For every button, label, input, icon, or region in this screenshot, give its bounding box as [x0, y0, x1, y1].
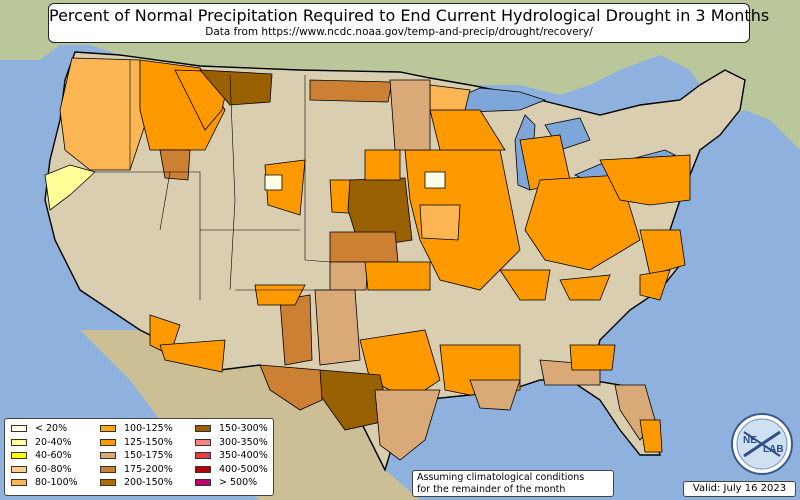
- legend-label: 200-150%: [124, 477, 173, 489]
- legend-swatch: [100, 438, 116, 446]
- legend-label: 80-100%: [35, 477, 78, 489]
- legend-item: 150-300%: [195, 422, 268, 436]
- legend-label: 150-175%: [124, 450, 173, 462]
- legend-item: > 500%: [195, 476, 268, 490]
- legend-label: 60-80%: [35, 463, 72, 475]
- legend-swatch: [195, 452, 211, 460]
- legend-swatch: [195, 425, 211, 433]
- legend-item: 200-150%: [100, 476, 173, 490]
- legend-label: 400-500%: [219, 463, 268, 475]
- legend-label: < 20%: [35, 423, 68, 435]
- state-borders: [95, 60, 331, 300]
- legend-swatch: [195, 479, 211, 487]
- note-line-2: for the remainder of the month: [417, 483, 566, 495]
- legend-label: 300-350%: [219, 436, 268, 448]
- title-box: Percent of Normal Precipitation Required…: [48, 3, 770, 43]
- valid-date: Valid: July 16 2023: [683, 481, 796, 497]
- legend-label: 100-125%: [124, 423, 173, 435]
- legend-swatch: [11, 465, 27, 473]
- legend-swatch: [100, 425, 116, 433]
- nexlab-logo-icon: NE LAB: [731, 413, 793, 475]
- legend-column-3: 150-300% 300-350% 350-400% 400-500% > 50…: [195, 422, 268, 490]
- assumption-note: Assuming climatological conditions for t…: [412, 470, 614, 497]
- mexico-land: [80, 330, 420, 500]
- legend-swatch: [100, 465, 116, 473]
- legend-item: 100-125%: [100, 422, 173, 436]
- legend-swatch: [11, 452, 27, 460]
- legend-swatch: [195, 465, 211, 473]
- legend-label: > 500%: [219, 477, 258, 489]
- legend-item: 80-100%: [11, 476, 78, 490]
- legend-item: 350-400%: [195, 449, 268, 463]
- legend-item: < 20%: [11, 422, 78, 436]
- legend-swatch: [100, 452, 116, 460]
- legend-column-2: 100-125% 125-150% 150-175% 175-200% 200-…: [100, 422, 173, 490]
- legend-label: 125-150%: [124, 436, 173, 448]
- legend-item: 20-40%: [11, 436, 78, 450]
- legend-swatch: [11, 438, 27, 446]
- legend-item: 40-60%: [11, 449, 78, 463]
- legend-label: 40-60%: [35, 450, 72, 462]
- legend-swatch: [100, 479, 116, 487]
- map-title: Percent of Normal Precipitation Required…: [49, 6, 770, 25]
- legend-label: 20-40%: [35, 436, 72, 448]
- legend-item: 175-200%: [100, 463, 173, 477]
- legend-swatch: [11, 425, 27, 433]
- legend-item: 125-150%: [100, 436, 173, 450]
- legend-item: 400-500%: [195, 463, 268, 477]
- legend-column-1: < 20% 20-40% 40-60% 60-80% 80-100%: [11, 422, 78, 490]
- svg-text:NE: NE: [743, 435, 757, 446]
- legend-item: 60-80%: [11, 463, 78, 477]
- legend-label: 150-300%: [219, 423, 268, 435]
- legend-swatch: [195, 438, 211, 446]
- svg-text:LAB: LAB: [763, 444, 784, 455]
- legend-label: 175-200%: [124, 463, 173, 475]
- legend: < 20% 20-40% 40-60% 60-80% 80-100% 100-1…: [4, 418, 274, 496]
- legend-item: 150-175%: [100, 449, 173, 463]
- legend-label: 350-400%: [219, 450, 268, 462]
- legend-item: 300-350%: [195, 436, 268, 450]
- drought-regions: [44, 57, 691, 461]
- map-subtitle: Data from https://www.ncdc.noaa.gov/temp…: [205, 26, 593, 38]
- legend-swatch: [11, 479, 27, 487]
- note-line-1: Assuming climatological conditions: [417, 472, 585, 483]
